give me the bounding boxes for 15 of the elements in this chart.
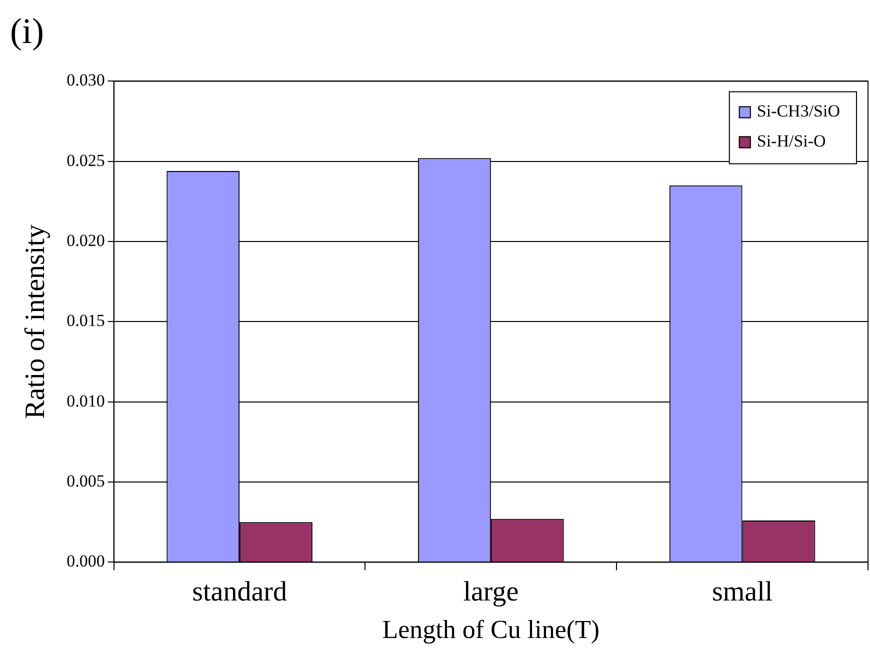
x-axis-title: Length of Cu line(T) <box>382 615 600 644</box>
y-tick-label: 0.010 <box>66 391 105 410</box>
x-tick-label: small <box>712 576 773 608</box>
y-tick-label: 0.020 <box>66 231 105 250</box>
x-tick-label: large <box>463 576 519 608</box>
y-tick-label: 0.000 <box>66 552 105 571</box>
legend-label: Si-H/Si-O <box>756 132 826 151</box>
y-axis-title: Ratio of intensity <box>20 224 52 419</box>
legend-label: Si-CH3/SiO <box>756 102 840 121</box>
y-tick-label: 0.005 <box>66 472 105 490</box>
chart-title: (i) <box>10 11 44 52</box>
y-tick-label: 0.015 <box>66 311 105 330</box>
x-tick-label: standard <box>192 576 287 608</box>
y-tick-label: 0.030 <box>66 70 105 90</box>
y-tick-label: 0.025 <box>66 150 105 170</box>
